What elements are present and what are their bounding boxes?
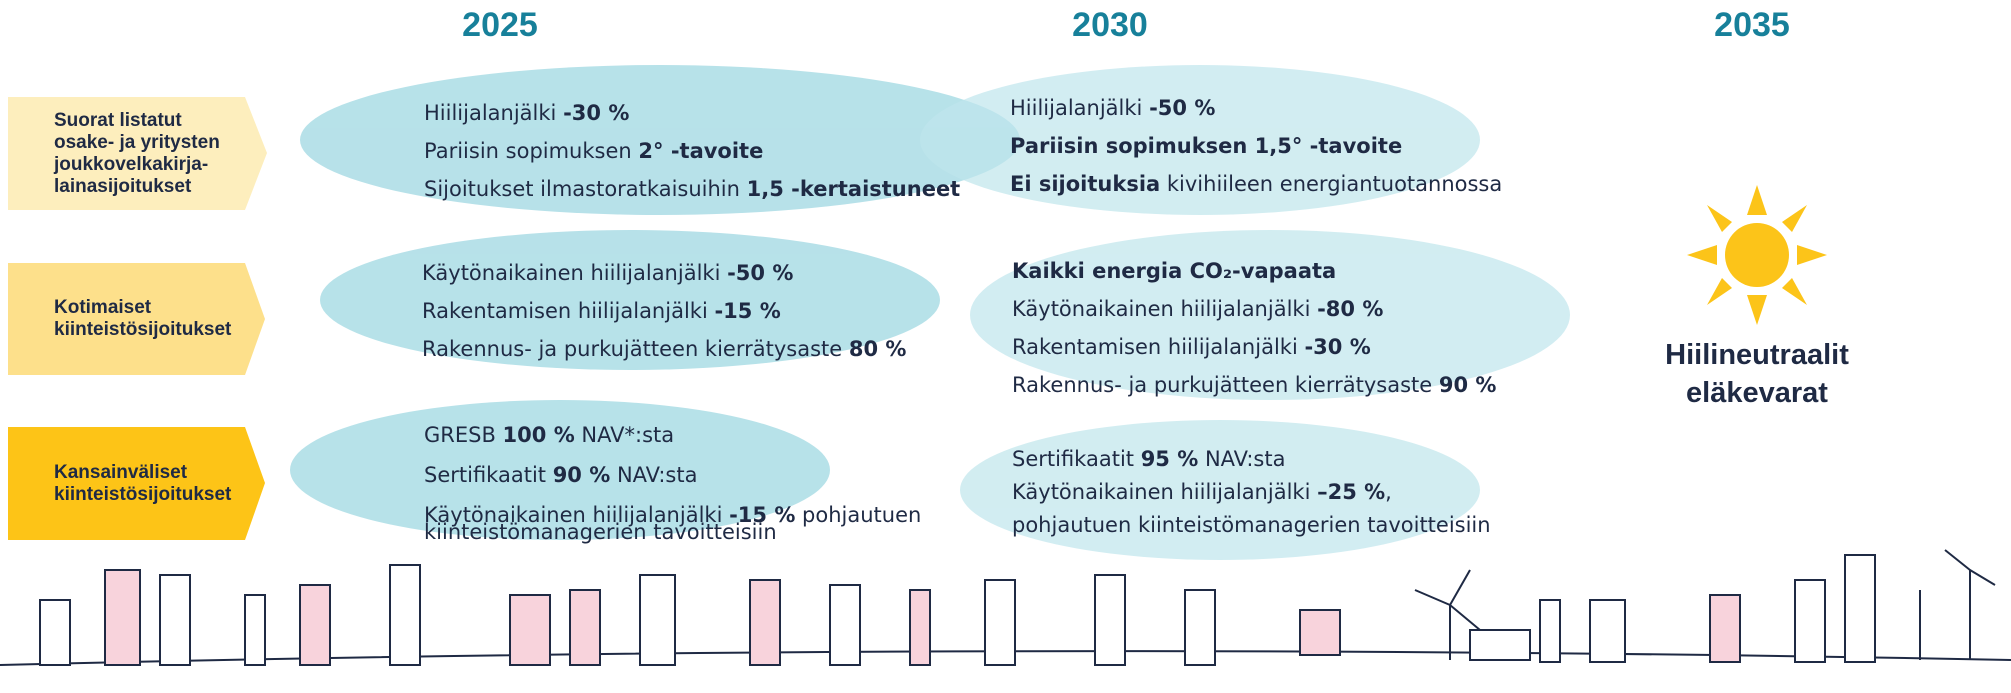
year-heading: 2035 [1714, 6, 1790, 44]
sun [1687, 185, 1827, 325]
text-segment: pohjautuen kiinteistömanagerien tavoitte… [1012, 513, 1491, 537]
row-label: Kansainväliset [54, 461, 188, 483]
chevron [8, 427, 265, 540]
goal-line: Käytönaikainen hiilijalanjälki -50 % [422, 260, 793, 286]
row-label: kiinteistösijoitukset [54, 483, 232, 505]
goal-line: Sertifikaatit 90 % NAV:sta [424, 462, 697, 488]
goal-text: eläkevarat [1686, 377, 1828, 409]
text-segment: GRESB [424, 423, 503, 447]
skyline [0, 549, 2011, 666]
text-segment: -30 % [563, 101, 630, 125]
text-segment: NAV:sta [1198, 447, 1286, 471]
text-segment: Rakennus- ja purkujätteen kierrätysaste [422, 337, 849, 361]
text-segment: Rakentamisen hiilijalanjälki [1012, 335, 1305, 359]
text-segment: -15 % [714, 299, 781, 323]
goal-line: Rakennus- ja purkujätteen kierrätysaste … [422, 336, 906, 362]
goal-line: kiinteistömanagerien tavoitteisiin [424, 519, 777, 545]
text-segment: 80 % [848, 337, 907, 361]
goal-line: Käytönaikainen hiilijalanjälki –25 %, [1012, 479, 1392, 505]
text-segment: Rakennus- ja purkujätteen kierrätysaste [1012, 373, 1439, 397]
goal-line: Käytönaikainen hiilijalanjälki -80 % [1012, 296, 1383, 322]
text-segment: Ei sijoituksia [1010, 172, 1161, 196]
text-segment: NAV*:sta [574, 423, 675, 447]
text-segment: 90 % [552, 463, 611, 487]
text-segment: 100 % [502, 423, 575, 447]
text-segment: Käytönaikainen hiilijalanjälki [1012, 480, 1318, 504]
text-segment: Kaikki energia CO₂-vapaata [1012, 259, 1337, 283]
goal-line: Rakentamisen hiilijalanjälki -15 % [422, 298, 781, 324]
goal-line: Sijoitukset ilmastoratkaisuihin 1,5 -ker… [424, 176, 960, 202]
text-segment: -80 % [1317, 297, 1384, 321]
row-label: Kotimaiset [54, 297, 152, 318]
year-heading: 2025 [462, 6, 538, 44]
text-segment: pohjautuen [795, 503, 922, 527]
goal-line: Rakentamisen hiilijalanjälki -30 % [1012, 334, 1371, 360]
row-label: kiinteistösijoitukset [54, 319, 232, 340]
text-segment: –25 % [1317, 480, 1386, 504]
goal-line: Pariisin sopimuksen 1,5° -tavoite [1010, 133, 1402, 159]
text-segment: Pariisin sopimuksen [424, 139, 639, 163]
row-label: joukkovelkakirja- [54, 153, 209, 175]
goal-line: Hiilijalanjälki -30 % [424, 100, 629, 126]
goal-line: Käytönaikainen hiilijalanjälki -15 % poh… [424, 502, 921, 528]
brush [920, 65, 1570, 560]
goal-line: Pariisin sopimuksen 2° -tavoite [424, 138, 763, 164]
text-segment: 90 % [1438, 373, 1497, 397]
row-label: osake- ja yritysten [54, 131, 220, 153]
row-label: lainasijoitukset [54, 175, 192, 197]
goal-text: Hiilineutraalit [1665, 339, 1849, 371]
text-segment: 95 % [1140, 447, 1199, 471]
text-segment: Sertifikaatit [1012, 447, 1141, 471]
text-segment: Rakentamisen hiilijalanjälki [422, 299, 715, 323]
text-segment: -50 % [727, 261, 794, 285]
goal-line: Rakennus- ja purkujätteen kierrätysaste … [1012, 372, 1496, 398]
text-segment: Sijoitukset ilmastoratkaisuihin [424, 177, 747, 201]
year-heading: 2030 [1072, 6, 1148, 44]
text-segment: Sertifikaatit [424, 463, 553, 487]
chevron [8, 97, 267, 210]
text-segment: NAV:sta [610, 463, 698, 487]
text-segment: Käytönaikainen hiilijalanjälki [424, 503, 730, 527]
goal-line: Sertifikaatit 95 % NAV:sta [1012, 446, 1285, 472]
text-segment: Käytönaikainen hiilijalanjälki [1012, 297, 1318, 321]
text-segment: -30 % [1304, 335, 1371, 359]
row-label: Suorat listatut [54, 109, 182, 131]
text-segment: Hiilijalanjälki [1010, 96, 1150, 120]
text-segment: Pariisin sopimuksen 1,5° -tavoite [1010, 134, 1403, 158]
goal-line: Kaikki energia CO₂-vapaata [1012, 258, 1336, 284]
goal-line: Hiilijalanjälki -50 % [1010, 95, 1215, 121]
text-segment: , [1385, 480, 1392, 504]
goal-line: GRESB 100 % NAV*:sta [424, 422, 674, 448]
goal-line: pohjautuen kiinteistömanagerien tavoitte… [1012, 512, 1491, 538]
brush [290, 65, 1020, 540]
text-segment: -15 % [729, 503, 796, 527]
text-segment: kivihiileen energiantuotannossa [1160, 172, 1503, 196]
text-segment: 1,5 -kertaistuneet [746, 177, 961, 201]
chevron [8, 263, 265, 375]
text-segment: kiinteistömanagerien tavoitteisiin [424, 520, 777, 544]
text-segment: -50 % [1149, 96, 1216, 120]
text-segment: Käytönaikainen hiilijalanjälki [422, 261, 728, 285]
goal-line: Ei sijoituksia kivihiileen energiantuota… [1010, 171, 1502, 197]
text-segment: 2° -tavoite [638, 139, 764, 163]
text-segment: Hiilijalanjälki [424, 101, 564, 125]
